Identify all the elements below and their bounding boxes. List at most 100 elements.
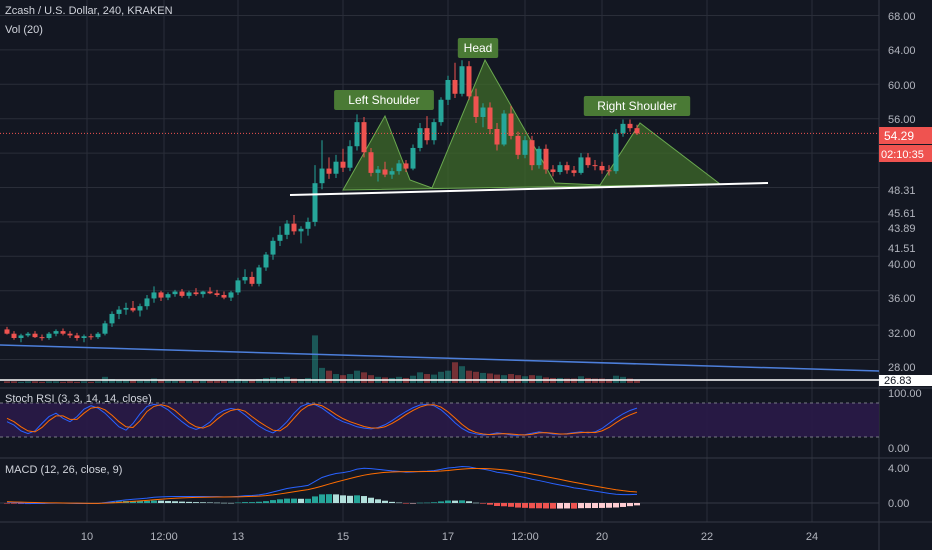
candle-body	[256, 267, 262, 284]
candle-body	[284, 223, 290, 235]
macd-line	[6, 465, 638, 505]
candle-body	[46, 333, 52, 338]
volume-legend: Vol (20)	[5, 24, 43, 36]
candle-body	[592, 165, 598, 167]
macd-histogram-bar	[340, 495, 346, 503]
macd-histogram-bar	[396, 502, 402, 504]
candle-body	[74, 335, 80, 338]
volume-bar	[529, 375, 535, 383]
candle-body	[165, 294, 171, 298]
candle-body	[291, 223, 297, 232]
candle-body	[522, 140, 528, 155]
volume-bar	[340, 375, 346, 383]
macd-histogram-bar	[368, 497, 374, 503]
candle-body	[585, 157, 591, 166]
time-tick: 22	[701, 531, 713, 543]
volume-bar	[452, 362, 458, 383]
volume-bar	[438, 371, 444, 383]
macd-histogram-bar	[522, 503, 528, 508]
candle-body	[53, 331, 59, 334]
volume-bar	[130, 380, 136, 383]
candle-body	[11, 333, 17, 338]
macd-histogram-bar	[578, 503, 584, 509]
candle-body	[424, 128, 430, 141]
volume-bar	[431, 374, 437, 383]
stoch-axis: 100.00 0.00	[888, 388, 922, 455]
volume-bar	[235, 379, 241, 383]
volume-bar	[25, 381, 31, 383]
macd-signal-line	[6, 468, 638, 504]
candle-body	[179, 291, 185, 296]
volume-bar	[11, 381, 17, 383]
candle-body	[473, 96, 479, 117]
volume-bar	[466, 370, 472, 383]
macd-histogram-bar	[445, 500, 451, 503]
candle-body	[613, 133, 619, 172]
macd-histogram-bar	[207, 502, 213, 503]
candle-body	[620, 123, 626, 134]
candle-body	[235, 280, 241, 293]
candle-body	[172, 291, 178, 295]
candle-body	[557, 165, 563, 173]
price-axis[interactable]: 68.00 64.00 60.00 56.00 48.31 45.61 43.8…	[888, 11, 916, 374]
volume-bar	[53, 381, 59, 383]
macd-histogram-bar	[291, 498, 297, 503]
volume-bar	[424, 374, 430, 383]
volume-bar	[193, 380, 199, 383]
candle-body	[32, 333, 38, 338]
volume-level-value: 26.83	[884, 375, 912, 387]
macd-histogram-bar	[438, 501, 444, 503]
candle-body	[319, 168, 325, 184]
candle-body	[340, 161, 346, 168]
macd-tick: 0.00	[888, 498, 909, 510]
macd-histogram-bar	[480, 503, 486, 504]
volume-bar	[298, 379, 304, 383]
time-tick: 12:00	[511, 531, 539, 543]
volume-bar	[319, 367, 325, 383]
candle-body	[382, 169, 388, 175]
macd-histogram-bar	[431, 502, 437, 503]
candle-body	[298, 228, 304, 232]
candle-body	[263, 254, 269, 268]
macd-histogram-bar	[501, 503, 507, 507]
candle-body	[515, 135, 521, 155]
candle-body	[410, 147, 416, 169]
macd-histogram-bar	[326, 494, 332, 503]
volume-bar	[368, 375, 374, 383]
volume-bar	[123, 380, 129, 383]
volume-bar	[137, 380, 143, 383]
volume-bar	[95, 381, 101, 383]
price-tick: 60.00	[888, 80, 916, 92]
volume-bar	[592, 378, 598, 383]
candle-body	[396, 163, 402, 172]
macd-histogram-bar	[571, 503, 577, 509]
volume-bar	[32, 381, 38, 383]
left-shoulder-label-box	[334, 90, 434, 110]
macd-histogram-bar	[354, 495, 360, 503]
volume-bar	[249, 380, 255, 383]
candle-body	[151, 292, 157, 299]
macd-histogram-bar	[312, 496, 318, 503]
candle-body	[109, 313, 115, 324]
volume-bar	[4, 381, 10, 383]
volume-bar	[599, 378, 605, 383]
macd-histogram-bar	[613, 503, 619, 508]
macd-histogram-bar	[536, 503, 542, 509]
time-axis[interactable]: 10 12:00 13 15 17 12:00 20 22 24	[81, 531, 818, 543]
macd-histogram-bar	[284, 498, 290, 503]
macd-histogram-bar	[564, 503, 570, 509]
pattern-area	[342, 58, 722, 191]
macd-histogram-bar	[228, 502, 234, 504]
time-tick: 17	[442, 531, 454, 543]
candle-body	[452, 80, 458, 94]
candle-body	[95, 333, 101, 338]
price-tick: 64.00	[888, 45, 916, 57]
time-tick: 13	[232, 531, 244, 543]
candle-body	[438, 99, 444, 123]
macd-tick: 4.00	[888, 463, 909, 475]
candle-body	[242, 276, 248, 281]
stoch-tick: 0.00	[888, 443, 909, 455]
macd-histogram-bar	[592, 503, 598, 509]
